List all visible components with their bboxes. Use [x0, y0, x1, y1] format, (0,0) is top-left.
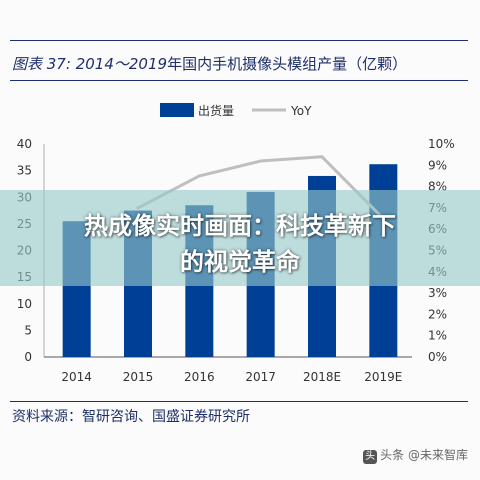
y-right-tick-label: 3% — [428, 286, 447, 300]
y-left-tick-label: 40 — [17, 137, 32, 151]
yoy-point — [259, 159, 263, 163]
y-left-tick-label: 35 — [17, 164, 32, 178]
watermark-text: 头条 @未来智库 — [380, 448, 468, 462]
figure-title: 图表 37: 2014～2019年国内手机摄像头模组产量（亿颗） — [12, 53, 468, 75]
overlay-banner: 热成像实时画面：科技革新下 的视觉革命 — [0, 190, 480, 286]
source-rule — [10, 401, 468, 402]
y-right-tick-label: 1% — [428, 329, 447, 343]
x-tick-label: 2019E — [364, 370, 402, 384]
watermark: 头头条 @未来智库 — [363, 446, 468, 464]
x-tick-label: 2017 — [245, 370, 276, 384]
overlay-title-line-2: 的视觉革命 — [180, 248, 300, 276]
legend-label-line: YoY — [290, 104, 312, 118]
y-left-tick-label: 10 — [17, 297, 32, 311]
source-note: 资料来源：智研咨询、国盛证券研究所 — [12, 409, 250, 425]
legend-swatch-bar — [160, 103, 194, 117]
figure-range: 2014～2019 — [75, 55, 168, 73]
y-right-tick-label: 10% — [428, 137, 455, 151]
title-rule — [10, 80, 468, 81]
y-right-tick-label: 9% — [428, 158, 447, 172]
top-rule — [10, 40, 468, 41]
figure-label: 图表 37: — [12, 55, 71, 73]
watermark-logo-icon: 头 — [363, 450, 378, 464]
yoy-point — [197, 174, 201, 178]
legend-label-bar: 出货量 — [198, 103, 234, 118]
overlay-title-line-1: 热成像实时画面：科技革新下 — [84, 212, 396, 240]
x-tick-label: 2014 — [61, 370, 92, 384]
x-tick-label: 2018E — [303, 370, 341, 384]
x-tick-label: 2016 — [184, 370, 215, 384]
figure-title-text: 年国内手机摄像头模组产量（亿颗） — [167, 55, 408, 73]
x-tick-label: 2015 — [123, 370, 154, 384]
y-right-tick-label: 2% — [428, 307, 447, 321]
y-left-tick-label: 0 — [24, 350, 32, 364]
chart-legend: 出货量 YoY — [160, 103, 312, 118]
y-left-tick-label: 5 — [24, 323, 32, 337]
yoy-point — [320, 155, 324, 159]
y-right-tick-label: 0% — [428, 350, 447, 364]
